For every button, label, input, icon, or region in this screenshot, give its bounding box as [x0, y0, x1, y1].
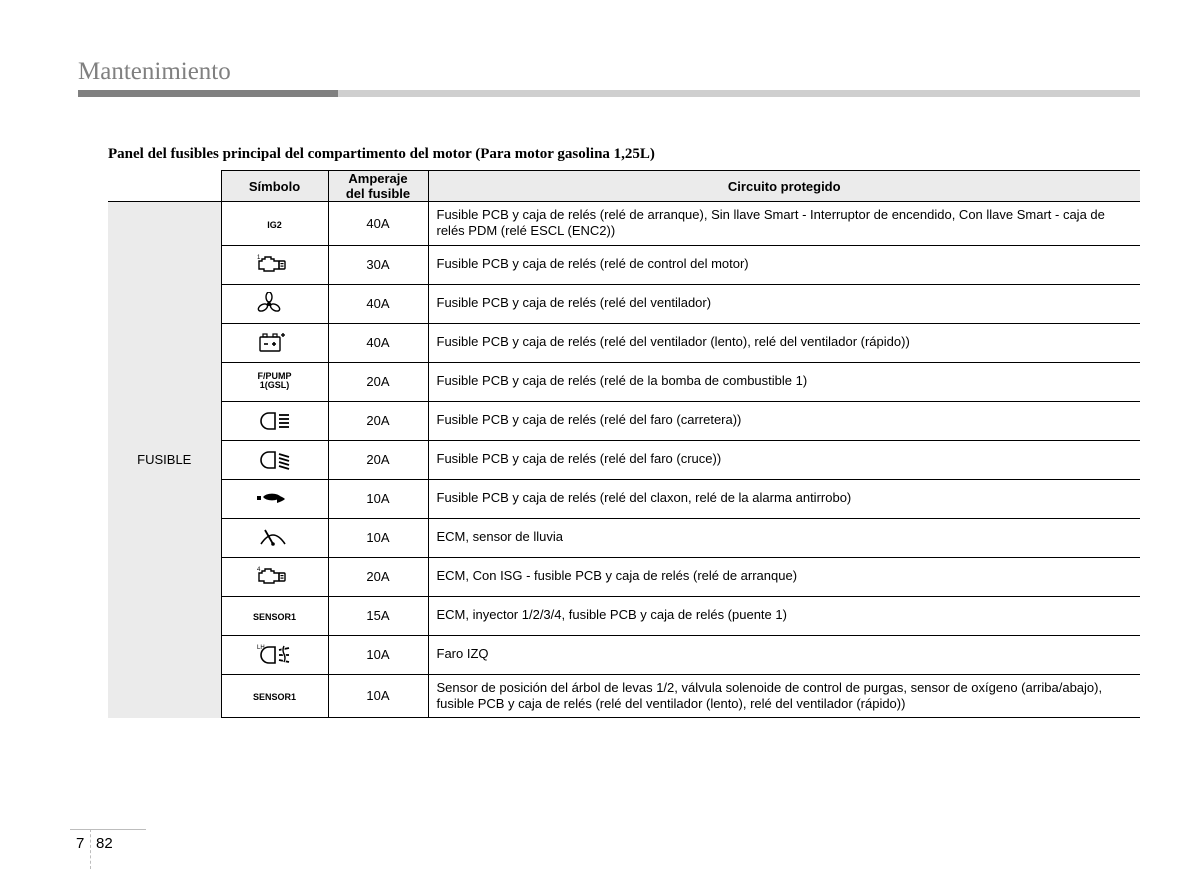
amperage-cell: 40A — [328, 284, 428, 323]
engine-icon: 4 — [255, 568, 295, 583]
fuse-table: Símbolo Amperajedel fusible Circuito pro… — [108, 170, 1140, 718]
description-cell: Fusible PCB y caja de relés (relé del fa… — [428, 401, 1140, 440]
footer-rule-horizontal — [70, 829, 146, 830]
header-amperage: Amperajedel fusible — [328, 171, 428, 202]
symbol-cell: IG2 — [221, 202, 328, 246]
symbol-cell: 1 — [221, 245, 328, 284]
amperage-cell: 40A — [328, 323, 428, 362]
battery-plus-icon — [255, 334, 295, 349]
header-blank — [108, 171, 221, 202]
symbol-cell — [221, 479, 328, 518]
symbol-cell — [221, 323, 328, 362]
header-circuit: Circuito protegido — [428, 171, 1140, 202]
symbol-cell: LH — [221, 635, 328, 674]
table-row: 20AFusible PCB y caja de relés (relé del… — [108, 440, 1140, 479]
svg-text:1: 1 — [257, 255, 261, 261]
amperage-cell: 15A — [328, 596, 428, 635]
wiper-icon — [255, 529, 295, 544]
header-symbol: Símbolo — [221, 171, 328, 202]
table-row: LH 10AFaro IZQ — [108, 635, 1140, 674]
table-row: FUSIBLEIG240AFusible PCB y caja de relés… — [108, 202, 1140, 246]
amperage-cell: 30A — [328, 245, 428, 284]
description-cell: ECM, Con ISG - fusible PCB y caja de rel… — [428, 557, 1140, 596]
chapter-number: 7 — [76, 835, 84, 852]
description-cell: Fusible PCB y caja de relés (relé de la … — [428, 362, 1140, 401]
header-rule — [78, 90, 1140, 97]
symbol-text: IG2 — [267, 221, 282, 230]
fan-icon — [255, 295, 295, 310]
description-cell: ECM, inyector 1/2/3/4, fusible PCB y caj… — [428, 596, 1140, 635]
engine-icon: 1 — [255, 256, 295, 271]
symbol-cell: F/PUMP1(GSL) — [221, 362, 328, 401]
amperage-cell: 20A — [328, 401, 428, 440]
table-row: SENSOR1 15AECM, inyector 1/2/3/4, fusible… — [108, 596, 1140, 635]
description-cell: Fusible PCB y caja de relés (relé de arr… — [428, 202, 1140, 246]
table-header-row: Símbolo Amperajedel fusible Circuito pro… — [108, 171, 1140, 202]
description-cell: Fusible PCB y caja de relés (relé del ve… — [428, 284, 1140, 323]
horn-icon — [255, 490, 295, 505]
symbol-cell — [221, 284, 328, 323]
table-row: 1 30AFusible PCB y caja de relés (relé de… — [108, 245, 1140, 284]
group-label-cell: FUSIBLE — [108, 202, 221, 718]
amperage-cell: 40A — [328, 202, 428, 246]
symbol-cell — [221, 440, 328, 479]
table-row: 10AFusible PCB y caja de relés (relé del… — [108, 479, 1140, 518]
symbol-text: SENSOR1 — [253, 693, 296, 702]
table-row: SENSOR1 10ASensor de posición del árbol d… — [108, 674, 1140, 718]
amperage-cell: 20A — [328, 362, 428, 401]
symbol-text: SENSOR1 — [253, 613, 296, 622]
description-cell: Fusible PCB y caja de relés (relé del cl… — [428, 479, 1140, 518]
svg-text:4: 4 — [257, 567, 261, 573]
amperage-cell: 10A — [328, 674, 428, 718]
amperage-cell: 20A — [328, 557, 428, 596]
table-row: F/PUMP1(GSL) 20AFusible PCB y caja de rel… — [108, 362, 1140, 401]
amperage-cell: 10A — [328, 479, 428, 518]
amperage-cell: 10A — [328, 518, 428, 557]
high-beam-icon — [255, 412, 295, 427]
amperage-cell: 10A — [328, 635, 428, 674]
symbol-cell: SENSOR1 — [221, 596, 328, 635]
header-amperage-text: Amperajedel fusible — [346, 171, 410, 201]
section-title: Mantenimiento — [78, 58, 1140, 86]
description-cell: Fusible PCB y caja de relés (relé del ve… — [428, 323, 1140, 362]
table-caption: Panel del fusibles principal del compart… — [108, 146, 655, 163]
table-row: 40AFusible PCB y caja de relés (relé del… — [108, 284, 1140, 323]
description-cell: Sensor de posición del árbol de levas 1/… — [428, 674, 1140, 718]
description-cell: ECM, sensor de lluvia — [428, 518, 1140, 557]
page-number: 82 — [96, 835, 113, 852]
description-cell: Faro IZQ — [428, 635, 1140, 674]
table-row: 40AFusible PCB y caja de relés (relé del… — [108, 323, 1140, 362]
description-cell: Fusible PCB y caja de relés (relé de con… — [428, 245, 1140, 284]
fog-icon: LH — [255, 646, 295, 661]
low-beam-icon — [255, 451, 295, 466]
page-header: Mantenimiento — [78, 58, 1140, 97]
description-cell: Fusible PCB y caja de relés (relé del fa… — [428, 440, 1140, 479]
symbol-cell — [221, 401, 328, 440]
symbol-cell: SENSOR1 — [221, 674, 328, 718]
symbol-cell — [221, 518, 328, 557]
table-row: 10AECM, sensor de lluvia — [108, 518, 1140, 557]
footer-rule-vertical — [90, 829, 92, 869]
table-row: 4 20AECM, Con ISG - fusible PCB y caja de… — [108, 557, 1140, 596]
symbol-cell: 4 — [221, 557, 328, 596]
amperage-cell: 20A — [328, 440, 428, 479]
symbol-text: F/PUMP1(GSL) — [257, 372, 291, 391]
table-row: 20AFusible PCB y caja de relés (relé del… — [108, 401, 1140, 440]
